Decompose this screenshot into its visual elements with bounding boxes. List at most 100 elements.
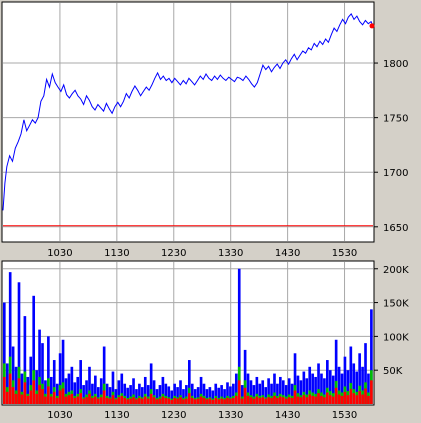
volume-bar — [211, 390, 215, 404]
volume-bar — [337, 394, 341, 404]
volume-bar — [23, 316, 27, 404]
volume-bar — [234, 395, 238, 404]
volume-bar — [182, 399, 185, 404]
volume-bar — [29, 356, 33, 404]
volume-bar — [352, 393, 356, 404]
price-chart-panel: 1800 1750 1700 1650 1030 1130 1230 1330 1430 153… — [1, 1, 408, 259]
volume-bar — [311, 373, 314, 404]
volume-bar — [164, 397, 168, 404]
volume-bar — [5, 363, 9, 404]
volume-bar — [314, 396, 317, 404]
volume-bar — [317, 363, 320, 404]
volume-bar — [79, 393, 82, 404]
volume-bar — [176, 387, 179, 404]
volume-bar — [52, 360, 56, 404]
price-x-tick-label: 1230 — [161, 248, 186, 259]
volume-bar — [105, 383, 109, 404]
volume-bar — [26, 395, 30, 404]
volume-bar — [361, 366, 364, 404]
volume-bar — [276, 397, 279, 404]
volume-bar — [20, 373, 24, 404]
volume-bar — [293, 353, 297, 404]
volume-bar — [179, 380, 182, 404]
volume-bar — [73, 397, 77, 404]
price-y-tick-label: 1700 — [383, 168, 408, 179]
volume-bar — [102, 346, 106, 404]
volume-bar — [190, 397, 194, 404]
volume-bar — [232, 397, 235, 404]
volume-bar — [290, 397, 294, 404]
volume-bar — [23, 382, 27, 404]
volume-bar — [196, 387, 200, 404]
volume-bar — [361, 394, 364, 404]
volume-bar — [152, 380, 156, 404]
volume-bar — [114, 389, 118, 404]
volume-bar — [249, 380, 253, 404]
volume-bar — [273, 373, 276, 404]
volume-bar — [249, 397, 253, 404]
volume-bar — [167, 398, 171, 404]
volume-bar — [205, 399, 209, 404]
volume-bar — [129, 385, 132, 404]
volume-bar — [358, 391, 361, 404]
volume-bar — [138, 383, 141, 404]
volume-bar — [220, 385, 223, 404]
volume-bar — [199, 376, 203, 404]
volume-bar — [11, 346, 15, 404]
volume-bar — [270, 383, 273, 404]
volume-bar — [126, 399, 129, 404]
volume-bar — [202, 383, 206, 404]
volume-bar — [35, 370, 38, 404]
price-y-tick-label: 1750 — [383, 114, 408, 125]
volume-bar — [355, 371, 359, 404]
volume-bar — [41, 343, 44, 404]
volume-bar — [152, 397, 156, 404]
volume-bar — [182, 389, 185, 404]
volume-bar — [173, 383, 176, 404]
volume-bar — [64, 396, 68, 404]
volume-bar — [284, 398, 288, 404]
volume-bar — [3, 376, 6, 404]
volume-bar — [196, 398, 200, 404]
volume-bar — [58, 390, 62, 404]
volume-bar — [123, 397, 127, 404]
volume-bar — [29, 390, 33, 404]
volume-bar — [64, 378, 68, 404]
volume-bar — [246, 373, 250, 404]
volume-bar — [370, 380, 373, 404]
price-y-tick-label: 1650 — [383, 223, 408, 234]
volume-bar — [299, 380, 303, 404]
volume-bar — [114, 399, 118, 404]
volume-bar — [296, 375, 300, 404]
volume-bar — [61, 388, 65, 404]
volume-bar — [352, 363, 356, 404]
volume-x-tick-label: 1130 — [104, 410, 129, 421]
volume-bar — [17, 282, 21, 404]
volume-bar — [328, 395, 332, 404]
volume-bar — [82, 385, 85, 404]
price-gridlines — [3, 3, 373, 241]
volume-bar — [135, 389, 138, 404]
volume-bar — [52, 391, 56, 404]
volume-bar — [91, 397, 94, 404]
volume-bar — [158, 385, 162, 404]
volume-bar — [117, 397, 121, 404]
volume-bar — [96, 398, 100, 404]
volume-bar — [340, 373, 344, 404]
volume-bar — [38, 385, 41, 404]
volume-bar — [35, 393, 38, 404]
volume-bar — [193, 399, 197, 404]
volume-bar — [88, 366, 91, 404]
volume-bar — [258, 383, 262, 404]
volume-bar — [364, 343, 367, 404]
volume-chart-panel: 200K 150K 100K 50K 1030 1130 1230 1330 1430 1530 — [1, 260, 409, 421]
volume-bar — [229, 398, 232, 404]
volume-bar — [217, 399, 221, 404]
volume-bar — [14, 393, 18, 404]
price-x-tick-label: 1030 — [47, 248, 72, 259]
volume-bar — [367, 373, 370, 404]
volume-bar — [217, 387, 221, 404]
volume-bar — [255, 376, 259, 404]
volume-y-tick-label: 150K — [383, 299, 409, 310]
volume-bar — [185, 398, 188, 404]
